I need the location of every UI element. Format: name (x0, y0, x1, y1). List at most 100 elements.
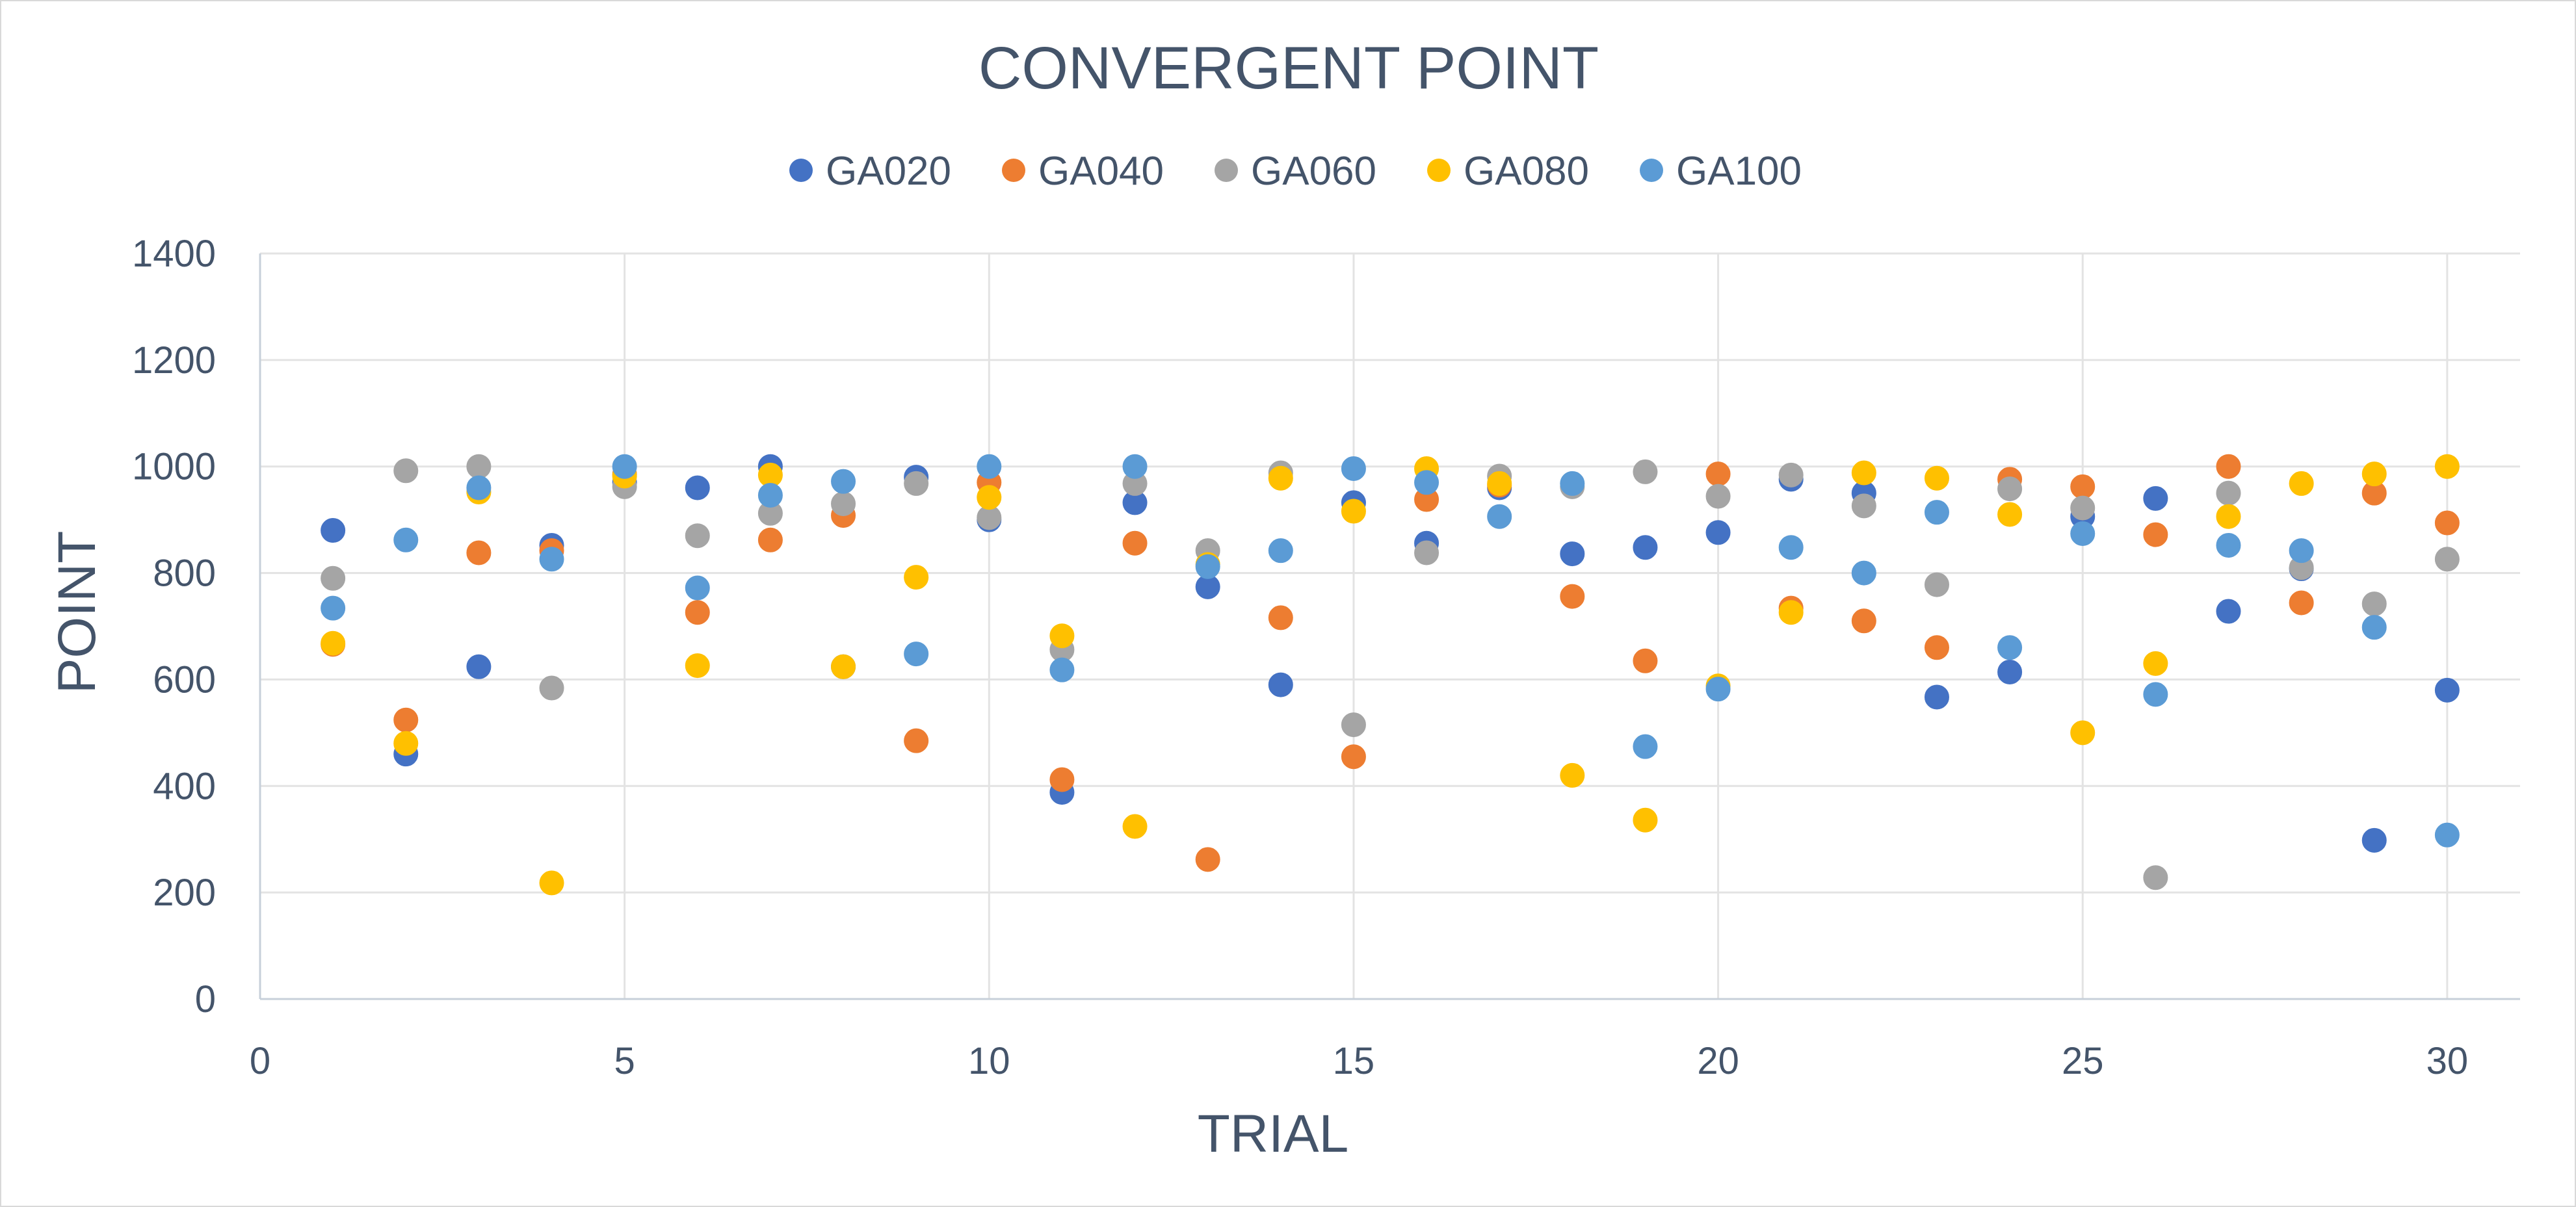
legend-label: GA100 (1676, 149, 1802, 194)
data-points (321, 454, 2460, 896)
data-point (2434, 454, 2460, 479)
data-point (2216, 480, 2241, 506)
y-tick-label: 800 (153, 552, 216, 595)
x-tick-label: 25 (2062, 1040, 2104, 1082)
data-point (685, 653, 710, 679)
data-point (1268, 672, 1293, 697)
data-point (1705, 461, 1731, 487)
data-point (1997, 502, 2023, 527)
data-point (1633, 807, 1658, 833)
legend-label: GA080 (1464, 149, 1589, 194)
data-point (685, 600, 710, 625)
data-point (1705, 520, 1731, 545)
data-point (1924, 684, 1949, 710)
data-point (2361, 461, 2387, 487)
data-point (2143, 865, 2168, 890)
x-tick-label: 15 (1333, 1040, 1375, 1082)
data-point (904, 642, 929, 667)
data-point (1997, 476, 2023, 502)
legend-label: GA060 (1251, 149, 1376, 194)
data-point (321, 518, 346, 543)
series-ga060 (321, 454, 2460, 890)
y-tick-label: 1200 (132, 339, 216, 382)
data-point (1195, 554, 1220, 579)
data-point (2434, 677, 2460, 703)
data-point (2434, 822, 2460, 848)
data-point (831, 491, 856, 517)
data-point (1195, 847, 1220, 872)
data-point (1851, 493, 1876, 519)
data-point (1851, 460, 1876, 486)
data-point (466, 475, 492, 500)
data-point (2070, 521, 2096, 546)
data-point (2216, 599, 2241, 624)
data-point (1560, 584, 1585, 609)
data-point (2143, 486, 2168, 511)
x-tick-label: 30 (2426, 1040, 2469, 1082)
data-point (2143, 522, 2168, 547)
data-point (2070, 720, 2096, 746)
data-point (1997, 659, 2023, 684)
data-point (685, 523, 710, 549)
x-tick-label: 10 (968, 1040, 1010, 1082)
legend-marker (1427, 159, 1451, 182)
data-point (1268, 538, 1293, 564)
axes (259, 253, 2520, 1000)
data-point (2434, 510, 2460, 536)
legend-marker (1002, 159, 1025, 182)
series-ga100 (321, 454, 2460, 848)
data-point (2070, 495, 2096, 521)
data-point (1122, 814, 1148, 839)
data-point (1705, 677, 1731, 702)
data-point (321, 630, 346, 656)
data-point (2216, 532, 2241, 558)
data-point (1560, 541, 1585, 567)
y-tick-label: 400 (153, 765, 216, 807)
data-point (1341, 712, 1366, 738)
data-point (904, 728, 929, 753)
data-point (466, 654, 492, 679)
data-point (1633, 734, 1658, 759)
data-point (1924, 465, 1949, 491)
series-ga040 (321, 454, 2460, 872)
y-tick-label: 0 (195, 978, 216, 1020)
legend-item-ga100: GA100 (1640, 149, 1802, 194)
legend-item-ga020: GA020 (789, 149, 951, 194)
data-point (2143, 682, 2168, 707)
data-point (1851, 608, 1876, 634)
data-point (1049, 623, 1075, 649)
data-point (1049, 657, 1075, 682)
data-point (1778, 462, 1804, 487)
data-point (685, 575, 710, 601)
y-tick-label: 1400 (132, 233, 216, 275)
data-point (1924, 572, 1949, 597)
data-point (539, 547, 564, 572)
data-point (831, 469, 856, 494)
data-point (1122, 530, 1148, 556)
data-point (1341, 499, 1366, 524)
data-point (1778, 535, 1804, 560)
x-tick-label: 20 (1697, 1040, 1739, 1082)
data-point (831, 654, 856, 679)
data-point (1049, 767, 1075, 792)
data-point (1341, 456, 1366, 481)
data-point (1268, 605, 1293, 630)
data-point (2361, 827, 2387, 853)
data-point (2289, 538, 2314, 564)
data-point (321, 565, 346, 591)
data-point (904, 565, 929, 590)
x-axis-title: TRIAL (1198, 1104, 1348, 1163)
data-point (757, 527, 783, 552)
legend: GA020 GA040 GA060 GA080 GA100 (789, 149, 1802, 194)
data-point (2361, 615, 2387, 640)
legend-marker (1640, 159, 1663, 182)
data-point (1924, 635, 1949, 660)
data-point (539, 870, 564, 896)
data-point (1705, 484, 1731, 509)
data-point (466, 540, 492, 565)
data-point (1633, 535, 1658, 560)
data-point (977, 485, 1002, 510)
y-tick-label: 1000 (132, 446, 216, 488)
data-point (2143, 651, 2168, 676)
